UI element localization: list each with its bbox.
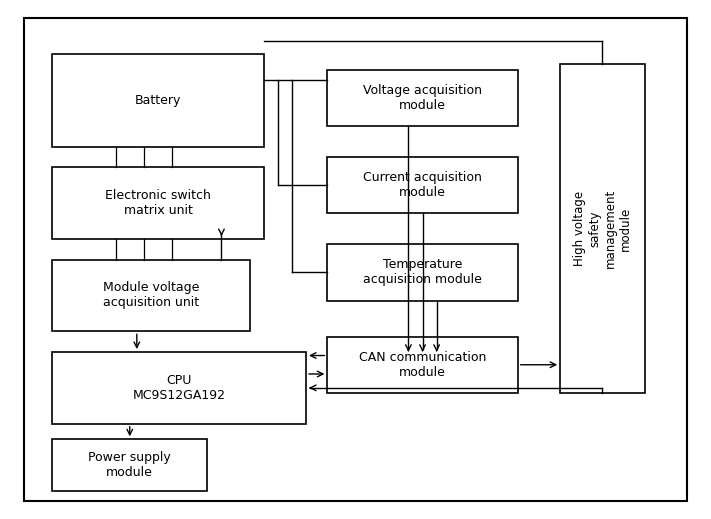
- Bar: [327, 244, 518, 301]
- Text: CPU
MC9S12GA192: CPU MC9S12GA192: [133, 374, 225, 402]
- Bar: [52, 439, 208, 490]
- Text: Power supply
module: Power supply module: [88, 451, 171, 479]
- Text: High voltage
safety
management
module: High voltage safety management module: [573, 189, 631, 268]
- Text: Module voltage
acquisition unit: Module voltage acquisition unit: [102, 281, 199, 309]
- Bar: [327, 336, 518, 393]
- Text: Battery: Battery: [135, 94, 181, 107]
- Bar: [52, 54, 264, 146]
- Text: Voltage acquisition
module: Voltage acquisition module: [363, 84, 482, 112]
- Text: CAN communication
module: CAN communication module: [359, 351, 486, 379]
- Bar: [52, 167, 264, 239]
- Bar: [52, 260, 250, 332]
- Text: Current acquisition
module: Current acquisition module: [363, 171, 482, 199]
- Bar: [560, 64, 645, 393]
- Text: Electronic switch
matrix unit: Electronic switch matrix unit: [105, 189, 211, 217]
- Bar: [52, 352, 306, 424]
- Bar: [327, 70, 518, 126]
- Bar: [327, 157, 518, 213]
- Text: Temperature
acquisition module: Temperature acquisition module: [363, 258, 482, 286]
